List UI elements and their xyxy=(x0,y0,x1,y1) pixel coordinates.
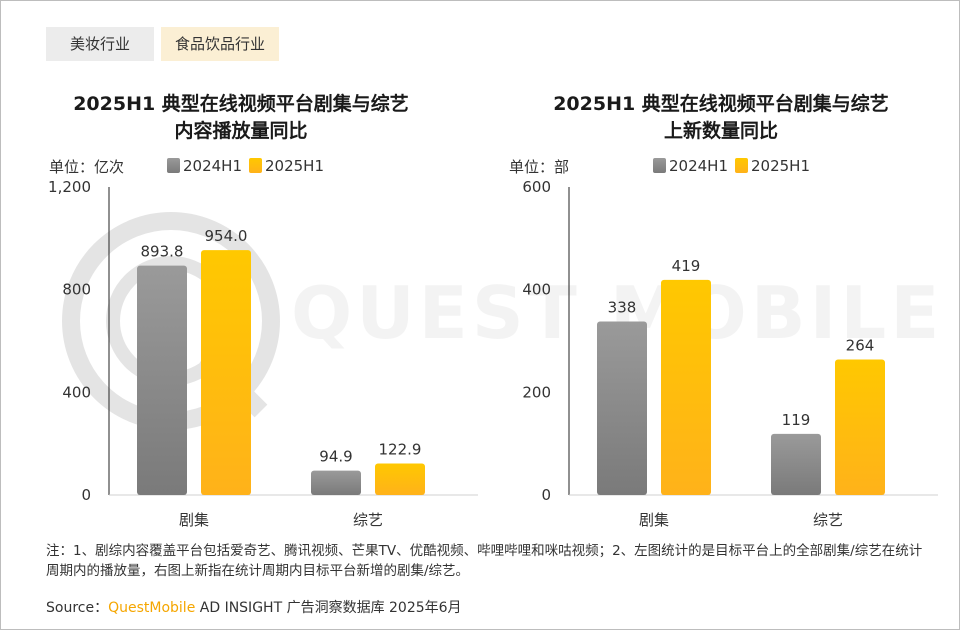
tab-food-beverage-industry[interactable]: 食品饮品行业 xyxy=(161,27,279,61)
unit-label-left: 单位：亿次 xyxy=(49,158,125,176)
legend-label: 2024H1 xyxy=(669,157,728,175)
bar-2024H1-剧集 xyxy=(597,321,647,495)
x-tick-label: 剧集 xyxy=(179,511,209,529)
bar-2025H1-综艺 xyxy=(835,359,885,495)
legend-swatch xyxy=(653,158,666,173)
source-line: Source：QuestMobile AD INSIGHT 广告洞察数据库 20… xyxy=(46,597,462,617)
footnote: 注：1、剧综内容覆盖平台包括爱奇艺、腾讯视频、芒果TV、优酷视频、哔哩哔哩和咪咕… xyxy=(46,543,923,579)
unit-label-right: 单位：部 xyxy=(509,158,570,176)
data-label: 94.9 xyxy=(319,448,352,466)
chart-title-left: 2025H1 典型在线视频平台剧集与综艺 内容播放量同比 xyxy=(41,91,441,145)
data-label: 122.9 xyxy=(379,440,422,458)
data-label: 419 xyxy=(672,257,701,275)
bar-2024H1-剧集 xyxy=(137,265,187,495)
x-tick-label: 综艺 xyxy=(353,511,383,529)
bar-2025H1-剧集 xyxy=(661,279,711,495)
data-label: 338 xyxy=(608,298,637,316)
y-tick-label: 1,200 xyxy=(48,178,91,196)
y-tick-label: 0 xyxy=(81,486,91,504)
legend-swatch xyxy=(735,158,748,173)
bar-2025H1-综艺 xyxy=(375,463,425,495)
tab-beauty-industry[interactable]: 美妆行业 xyxy=(46,27,154,61)
x-tick-label: 综艺 xyxy=(813,511,843,529)
source-brand: QuestMobile xyxy=(108,600,196,616)
y-tick-label: 600 xyxy=(522,178,551,196)
chart-title-left-line1: 2025H1 典型在线视频平台剧集与综艺 xyxy=(73,93,409,115)
y-tick-label: 0 xyxy=(541,486,551,504)
legend-label: 2025H1 xyxy=(265,157,324,175)
y-tick-label: 400 xyxy=(62,383,91,401)
bar-2024H1-综艺 xyxy=(311,470,361,495)
chart-title-right-line2: 上新数量同比 xyxy=(663,120,778,142)
data-label: 264 xyxy=(846,336,875,354)
legend-swatch xyxy=(167,158,180,173)
legend-swatch xyxy=(249,158,262,173)
y-tick-label: 800 xyxy=(62,281,91,299)
data-label: 954.0 xyxy=(205,227,248,245)
legend-label: 2024H1 xyxy=(183,157,242,175)
charts-canvas: 0 400 800 1,200 2024H1 2025H1 893.8 954.0 剧集 94.9… xyxy=(48,157,938,529)
chart-title-right-line1: 2025H1 典型在线视频平台剧集与综艺 xyxy=(553,93,889,115)
chart-title-left-line2: 内容播放量同比 xyxy=(174,120,308,142)
chart-title-right: 2025H1 典型在线视频平台剧集与综艺 上新数量同比 xyxy=(521,91,921,145)
legend-label: 2025H1 xyxy=(751,157,810,175)
y-tick-label: 200 xyxy=(522,383,551,401)
bar-2025H1-剧集 xyxy=(201,250,251,495)
y-tick-label: 400 xyxy=(522,281,551,299)
x-tick-label: 剧集 xyxy=(639,511,669,529)
data-label: 893.8 xyxy=(141,243,184,261)
source-rest: AD INSIGHT 广告洞察数据库 2025年6月 xyxy=(195,600,462,616)
bar-2024H1-综艺 xyxy=(771,433,821,495)
data-label: 119 xyxy=(782,411,811,429)
source-prefix: Source： xyxy=(46,600,109,616)
